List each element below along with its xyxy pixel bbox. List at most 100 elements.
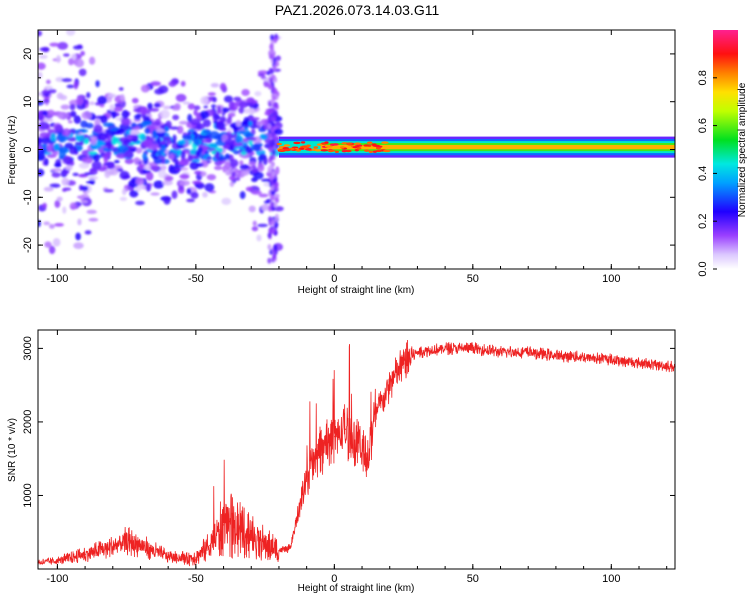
spectrogram-cell	[42, 202, 47, 209]
spectrogram-cell	[196, 162, 204, 168]
spectrogram-cell	[271, 219, 276, 226]
spectrogram-cell	[62, 188, 67, 192]
spectrogram-cell	[245, 147, 253, 154]
snr-point	[583, 356, 585, 358]
snr-point	[638, 362, 640, 364]
spectrogram-cell	[251, 190, 262, 195]
spectrogram-cell	[47, 89, 57, 94]
spectrogram-cell	[43, 96, 50, 101]
spectrogram-cell	[43, 186, 54, 192]
snr-point	[555, 355, 557, 357]
chart-title: PAZ1.2026.073.14.03.G11	[275, 2, 440, 18]
spectrogram-cell	[206, 174, 217, 181]
snr-point	[181, 557, 183, 559]
spectrogram-cell	[202, 191, 208, 198]
spectrogram-cell	[203, 105, 208, 109]
spectrogram-y-tick-label: 20	[22, 48, 34, 60]
spectrogram-cell	[73, 81, 79, 90]
spectrogram-cell	[191, 158, 201, 163]
spectrogram-cell	[141, 120, 152, 126]
spectrogram-cell	[213, 165, 223, 171]
spectrogram-cell	[274, 102, 279, 109]
spectrogram-cell	[111, 136, 118, 145]
snr-point	[472, 347, 474, 349]
spectrogram-cell	[252, 220, 257, 227]
snr-x-tick-label: 0	[331, 573, 337, 585]
spectrogram-cell	[270, 189, 275, 196]
spectrogram-cell	[268, 50, 273, 57]
spectrogram-cell	[119, 170, 130, 180]
snr-point	[167, 555, 169, 558]
spectrogram-cell	[143, 165, 151, 170]
spectrogram-cell	[248, 121, 253, 126]
snr-point	[250, 535, 252, 537]
spectrogram-cell	[267, 216, 272, 223]
spectrogram-cell	[145, 182, 152, 192]
spectrogram-cell	[182, 134, 192, 140]
spectrogram-cell	[97, 95, 108, 105]
spectrogram-blobs	[38, 30, 284, 264]
spectrogram-cell	[115, 153, 127, 159]
spectrogram-cell	[224, 153, 231, 162]
spectrogram-x-tick-label: 100	[602, 273, 620, 285]
spectrogram-cell	[91, 161, 102, 170]
spectrogram-cell	[124, 158, 134, 165]
spectrogram-cell	[130, 122, 137, 128]
spectrogram-cell	[72, 172, 79, 177]
colorbar-tick-label: 0.8	[697, 70, 709, 85]
spectrogram-cell	[140, 84, 150, 93]
snr-y-axis-label: SNR (10 * v/v)	[7, 418, 18, 482]
spectrogram-cell	[251, 99, 258, 104]
spectrogram-cell	[269, 154, 274, 161]
spectrogram-cell	[81, 111, 92, 120]
spectrogram-cell	[238, 106, 245, 114]
spectrogram-hotspot	[345, 142, 353, 145]
spectrogram-cell	[180, 80, 186, 87]
spectrogram-cell	[61, 78, 73, 83]
spectrogram-cell	[240, 168, 250, 176]
colorbar-ticks: 0.0 0.2 0.4 0.6 0.8	[697, 70, 717, 277]
spectrogram-hotspot	[372, 150, 377, 153]
spectrogram-cell	[89, 136, 97, 140]
spectrogram-cell	[270, 46, 275, 53]
spectrogram-cell	[269, 77, 274, 84]
spectrogram-cell	[233, 125, 239, 135]
spectrogram-cell	[38, 148, 45, 155]
spectrogram-cell	[56, 196, 63, 202]
spectrogram-hotspot	[375, 147, 381, 150]
spectrogram-cell	[47, 143, 53, 153]
spectrogram-cell	[109, 168, 119, 176]
spectrogram-cell	[106, 141, 112, 150]
snr-point	[56, 560, 58, 562]
spectrogram-band-layer	[320, 144, 675, 150]
spectrogram-cell	[268, 133, 273, 140]
spectrogram-cell	[176, 125, 184, 135]
spectrogram-cell	[193, 156, 200, 160]
spectrogram-cell	[272, 252, 277, 259]
spectrogram-cell	[267, 243, 272, 250]
spectrogram-cell	[59, 94, 68, 101]
spectrogram-cell	[121, 188, 127, 196]
spectrogram-cell	[135, 177, 144, 186]
spectrogram-cell	[182, 101, 191, 105]
spectrogram-cell	[73, 115, 82, 124]
spectrogram-cell	[123, 138, 132, 145]
spectrogram-cell	[271, 170, 276, 177]
spectrogram-cell	[248, 107, 256, 115]
colorbar-gradient	[713, 30, 738, 269]
spectrogram-cell	[228, 100, 235, 109]
spectrogram-cell	[254, 91, 262, 97]
spectrogram-cell	[131, 97, 139, 104]
spectrogram-cell	[210, 83, 220, 88]
spectrogram-x-axis-label: Height of straight line (km)	[298, 285, 415, 296]
spectrogram-cell	[85, 180, 94, 184]
spectrogram-hotspot	[331, 143, 339, 146]
spectrogram-cell	[271, 149, 276, 156]
spectrogram-cell	[56, 54, 61, 64]
spectrogram-cell	[265, 108, 276, 114]
spectrogram-cell	[38, 121, 50, 130]
spectrogram-cell	[211, 96, 217, 103]
spectrogram-hotspot	[278, 148, 285, 152]
spectrogram-cell	[161, 139, 166, 145]
spectrogram-cell	[60, 104, 70, 110]
